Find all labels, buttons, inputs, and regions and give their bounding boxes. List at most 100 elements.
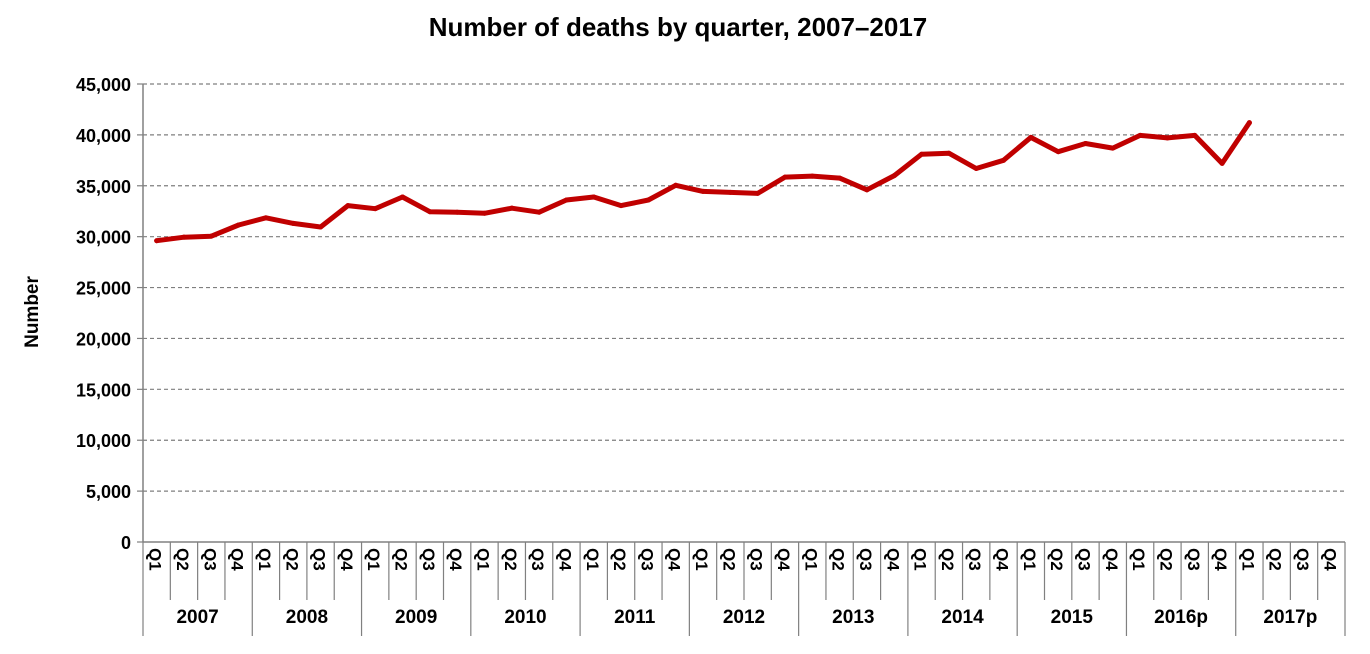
x-tick-quarter-label: Q1 [583,548,602,571]
x-tick-year-label: 2014 [941,607,984,628]
y-tick-label: 10,000 [76,431,131,451]
data-point [645,197,651,203]
x-tick-quarter-label: Q4 [228,548,247,571]
x-tick-quarter-label: Q1 [146,548,165,571]
x-tick-quarter-label: Q3 [200,548,219,571]
data-point [1137,132,1143,138]
x-tick-quarter-label: Q4 [1211,548,1230,571]
data-point [891,173,897,179]
x-tick-quarter-label: Q1 [692,548,711,571]
y-tick-label: 25,000 [76,279,131,299]
x-tick-quarter-label: Q4 [337,548,356,571]
y-tick-label: 40,000 [76,126,131,146]
data-point [837,175,843,181]
data-point [481,210,487,216]
x-tick-year-label: 2011 [614,607,656,628]
x-tick-quarter-label: Q4 [883,548,902,571]
x-tick-year-label: 2009 [395,607,437,628]
data-point [591,194,597,200]
x-tick-quarter-label: Q4 [774,548,793,571]
data-point [509,205,515,211]
x-tick-quarter-label: Q2 [282,548,301,571]
data-point [345,203,351,209]
y-tick-label: 45,000 [76,75,131,95]
x-tick-quarter-label: Q2 [392,548,411,571]
x-tick-quarter-label: Q4 [993,548,1012,571]
data-point [563,197,569,203]
axes [137,83,1346,636]
x-tick-year-label: 2010 [504,607,546,628]
y-tick-label: 35,000 [76,177,131,197]
x-tick-quarter-label: Q3 [528,548,547,571]
x-tick-quarter-label: Q2 [1266,548,1285,571]
data-point [263,215,269,221]
data-point [236,222,242,228]
x-tick-quarter-label: Q3 [1293,548,1312,571]
data-point [290,220,296,226]
data-point [973,165,979,171]
data-point [181,234,187,240]
x-tick-quarter-label: Q2 [1156,548,1175,571]
x-tick-year-label: 2017p [1263,607,1317,628]
data-point [154,238,160,244]
x-tick-quarter-label: Q3 [419,548,438,571]
x-tick-quarter-label: Q1 [255,548,274,571]
y-tick-label: 15,000 [76,380,131,400]
x-tick-quarter-label: Q3 [1074,548,1093,571]
data-point [755,190,761,196]
chart-title: Number of deaths by quarter, 2007–2017 [428,12,928,42]
x-tick-year-label: 2015 [1051,607,1094,628]
x-tick-quarter-label: Q2 [501,548,520,571]
x-tick-quarter-label: Q1 [911,548,930,571]
data-point [1192,132,1198,138]
data-point [1164,135,1170,141]
x-tick-quarter-label: Q3 [747,548,766,571]
data-point [536,209,542,215]
x-tick-year-label: 2008 [286,607,328,628]
x-tick-quarter-label: Q4 [1102,548,1121,571]
data-point [454,209,460,215]
data-point [427,209,433,215]
data-point [1219,160,1225,166]
x-tick-quarter-label: Q2 [610,548,629,571]
data-point [809,173,815,179]
data-point [1082,141,1088,147]
x-tick-quarter-label: Q4 [1320,548,1339,571]
x-tick-quarter-label: Q1 [801,548,820,571]
x-tick-quarter-label: Q3 [965,548,984,571]
x-tick-quarter-label: Q1 [1020,548,1039,571]
gridlines [143,83,1345,492]
data-point [673,182,679,188]
x-tick-quarter-label: Q2 [938,548,957,571]
data-point [618,203,624,209]
x-tick-quarter-label: Q1 [1129,548,1148,571]
x-tick-quarter-label: Q4 [555,548,574,571]
x-tick-quarter-label: Q2 [719,548,738,571]
data-point [919,151,925,157]
y-tick-label: 20,000 [76,329,131,349]
x-tick-quarter-label: Q1 [364,548,383,571]
data-point [1246,120,1252,126]
x-tick-year-label: 2013 [832,607,874,628]
data-point [727,189,733,195]
x-tick-quarter-label: Q3 [1184,548,1203,571]
y-tick-label: 5,000 [86,482,131,502]
y-axis-label: Number [22,276,43,348]
x-tick-year-label: 2016p [1154,607,1208,628]
data-point [1055,149,1061,155]
data-point [318,224,324,230]
data-point [208,233,214,239]
x-tick-quarter-label: Q2 [829,548,848,571]
y-axis-ticks: 0 5,000 10,000 15,000 20,000 25,000 30,000 35,0… [76,75,131,553]
x-tick-quarter-label: Q1 [473,548,492,571]
y-tick-label: 0 [121,533,131,553]
x-tick-quarter-label: Q4 [665,548,684,571]
series-line [154,120,1252,244]
x-tick-quarter-label: Q1 [1238,548,1257,571]
series-deaths [154,120,1252,244]
data-point [782,174,788,180]
data-point [946,150,952,156]
x-tick-quarter-label: Q3 [310,548,329,571]
data-point [1110,145,1116,151]
